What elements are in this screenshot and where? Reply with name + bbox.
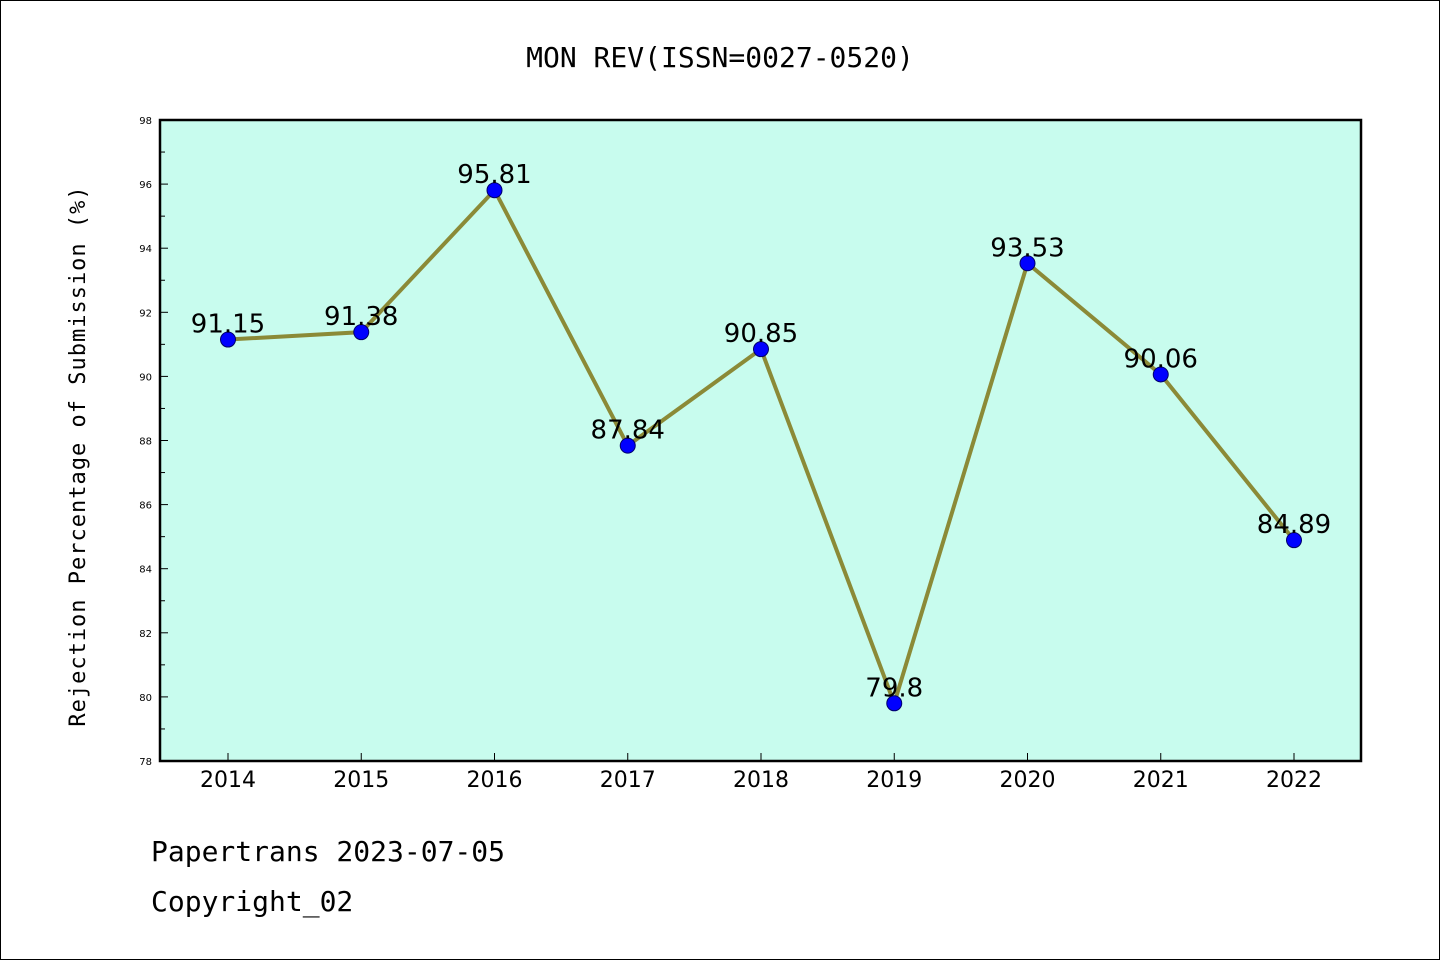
data-point — [353, 324, 370, 341]
data-point — [1152, 366, 1169, 383]
data-label: 91.15 — [191, 310, 265, 340]
x-tick-label: 2017 — [600, 768, 656, 793]
data-label: 90.85 — [724, 319, 798, 349]
data-point — [753, 341, 769, 358]
x-axis-ticks: 2014 2015 2016 2017 2018 2019 2020 2021 2022 — [200, 753, 1322, 793]
y-tick-label: 80 — [139, 693, 152, 704]
x-tick-label: 2018 — [733, 768, 789, 793]
data-labels: 91.15 91.38 95.81 87.84 90.85 79.8 93.53 90.06 8… — [191, 160, 1331, 703]
y-tick-label: 78 — [139, 757, 152, 768]
y-tick-label: 96 — [139, 180, 152, 191]
data-point — [486, 182, 503, 199]
data-point — [1019, 255, 1036, 272]
data-label: 95.81 — [457, 160, 531, 190]
data-markers — [220, 182, 1302, 712]
x-tick-label: 2022 — [1266, 768, 1322, 793]
x-tick-label: 2016 — [467, 768, 523, 793]
data-point — [886, 695, 903, 712]
chart-title: MON REV(ISSN=0027-0520) — [526, 41, 914, 74]
data-point — [220, 331, 236, 348]
footer-date: Papertrans 2023-07-05 — [151, 835, 506, 868]
y-tick-label: 90 — [139, 372, 152, 383]
x-tick-label: 2021 — [1133, 768, 1189, 793]
y-tick-label: 88 — [139, 437, 152, 448]
y-tick-label: 84 — [139, 565, 152, 576]
y-axis-ticks: 78 80 82 84 86 88 90 92 94 96 98 — [139, 116, 168, 768]
y-axis-label: Rejection Percentage of Submission (%) — [66, 185, 91, 726]
x-tick-label: 2019 — [866, 768, 922, 793]
data-point — [1286, 532, 1302, 549]
data-point — [619, 437, 636, 454]
data-label: 93.53 — [990, 233, 1064, 263]
y-tick-label: 82 — [139, 629, 152, 640]
y-tick-label: 92 — [139, 308, 152, 319]
y-tick-label: 98 — [139, 116, 152, 127]
data-label: 84.89 — [1257, 510, 1331, 540]
data-label: 87.84 — [591, 416, 665, 446]
x-tick-label: 2015 — [333, 768, 389, 793]
x-tick-label: 2014 — [200, 768, 256, 793]
data-label: 90.06 — [1124, 344, 1198, 374]
data-label: 79.8 — [865, 673, 923, 703]
plot-area — [158, 118, 1363, 763]
data-label: 91.38 — [324, 302, 398, 332]
footer-copyright: Copyright_02 — [151, 885, 354, 918]
y-tick-label: 86 — [139, 501, 152, 512]
y-tick-label: 94 — [139, 244, 152, 255]
x-tick-label: 2020 — [1000, 768, 1056, 793]
